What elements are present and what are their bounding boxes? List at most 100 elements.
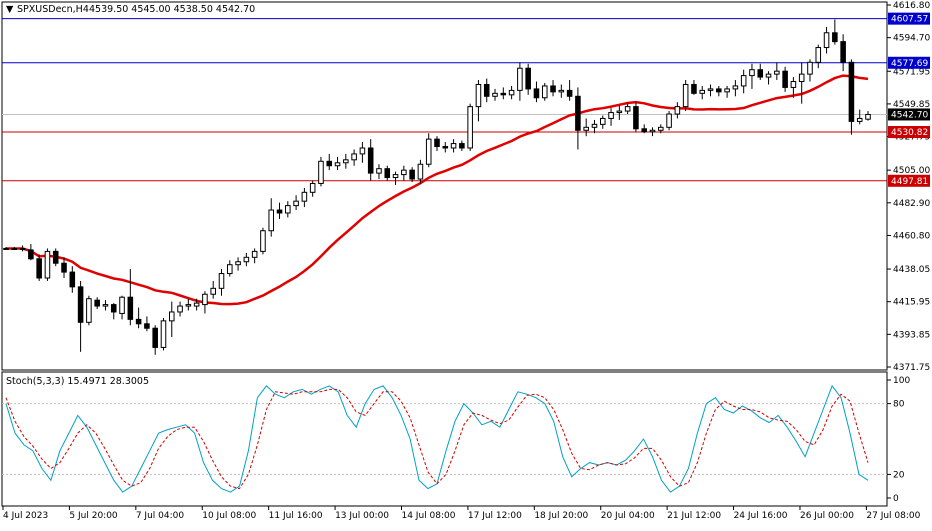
bearish-candle[interactable] xyxy=(367,147,374,174)
bullish-candle[interactable] xyxy=(790,81,797,88)
price-panel[interactable] xyxy=(1,1,888,371)
bullish-candle[interactable] xyxy=(343,159,349,164)
bullish-candle[interactable] xyxy=(517,67,523,91)
bearish-candle[interactable] xyxy=(94,299,100,307)
bullish-candle[interactable] xyxy=(218,273,225,289)
bullish-candle[interactable] xyxy=(359,147,366,155)
bullish-candle[interactable] xyxy=(699,89,706,94)
bullish-candle[interactable] xyxy=(11,247,18,250)
bullish-candle[interactable] xyxy=(450,143,457,149)
bullish-candle[interactable] xyxy=(160,320,167,348)
bullish-candle[interactable] xyxy=(541,85,548,99)
bullish-candle[interactable] xyxy=(508,89,515,96)
bearish-candle[interactable] xyxy=(566,89,573,97)
bearish-candle[interactable] xyxy=(384,168,391,179)
bearish-candle[interactable] xyxy=(326,160,333,167)
bearish-candle[interactable] xyxy=(848,61,855,122)
bullish-candle[interactable] xyxy=(202,293,208,306)
bearish-candle[interactable] xyxy=(533,88,540,99)
bearish-candle[interactable] xyxy=(757,69,764,78)
bearish-candle[interactable] xyxy=(409,169,415,180)
bullish-candle[interactable] xyxy=(599,117,606,125)
bullish-candle[interactable] xyxy=(351,153,357,161)
bullish-candle[interactable] xyxy=(649,129,656,133)
bearish-candle[interactable] xyxy=(840,41,846,63)
bullish-candle[interactable] xyxy=(260,230,266,252)
bearish-candle[interactable] xyxy=(575,95,581,131)
bearish-candle[interactable] xyxy=(77,286,84,323)
bullish-candle[interactable] xyxy=(119,296,125,314)
bullish-candle[interactable] xyxy=(749,69,755,77)
bullish-candle[interactable] xyxy=(293,200,299,207)
bearish-candle[interactable] xyxy=(28,249,34,260)
bullish-candle[interactable] xyxy=(658,126,664,131)
bullish-candle[interactable] xyxy=(376,168,382,174)
bullish-candle[interactable] xyxy=(102,304,109,307)
bullish-candle[interactable] xyxy=(707,88,714,91)
bullish-candle[interactable] xyxy=(765,73,772,78)
bearish-candle[interactable] xyxy=(782,70,788,88)
bearish-candle[interactable] xyxy=(525,67,531,90)
bullish-candle[interactable] xyxy=(193,302,200,307)
bearish-candle[interactable] xyxy=(691,83,697,94)
stoch-panel[interactable] xyxy=(1,371,888,507)
bullish-candle[interactable] xyxy=(583,126,589,131)
bearish-candle[interactable] xyxy=(135,318,142,325)
bullish-candle[interactable] xyxy=(210,287,216,295)
bearish-candle[interactable] xyxy=(500,92,507,96)
bearish-candle[interactable] xyxy=(52,250,59,264)
bearish-candle[interactable] xyxy=(550,85,556,93)
bearish-candle[interactable] xyxy=(61,262,67,273)
bullish-candle[interactable] xyxy=(608,112,614,119)
bearish-candle[interactable] xyxy=(276,209,283,214)
bearish-candle[interactable] xyxy=(641,128,647,133)
bullish-candle[interactable] xyxy=(624,106,631,112)
bullish-candle[interactable] xyxy=(301,191,308,202)
bullish-candle[interactable] xyxy=(666,113,672,128)
bullish-candle[interactable] xyxy=(243,256,250,263)
bullish-candle[interactable] xyxy=(417,163,424,180)
bullish-candle[interactable] xyxy=(168,311,175,322)
bearish-candle[interactable] xyxy=(152,327,158,348)
bullish-candle[interactable] xyxy=(674,106,681,115)
bullish-candle[interactable] xyxy=(268,209,275,232)
bullish-candle[interactable] xyxy=(401,169,407,176)
bullish-candle[interactable] xyxy=(235,261,241,266)
bullish-candle[interactable] xyxy=(591,123,598,128)
bearish-candle[interactable] xyxy=(69,271,76,288)
bearish-candle[interactable] xyxy=(144,323,150,329)
bullish-candle[interactable] xyxy=(558,89,565,93)
bullish-candle[interactable] xyxy=(227,264,233,275)
bullish-candle[interactable] xyxy=(807,61,813,75)
bullish-candle[interactable] xyxy=(724,88,730,93)
bullish-candle[interactable] xyxy=(251,250,258,258)
bearish-candle[interactable] xyxy=(434,138,440,148)
bullish-candle[interactable] xyxy=(318,160,324,184)
bearish-candle[interactable] xyxy=(110,304,117,313)
bullish-candle[interactable] xyxy=(823,32,830,49)
bullish-candle[interactable] xyxy=(798,73,805,83)
bullish-candle[interactable] xyxy=(334,162,341,167)
bullish-candle[interactable] xyxy=(865,113,871,120)
bearish-candle[interactable] xyxy=(127,296,134,320)
bullish-candle[interactable] xyxy=(732,85,739,90)
bullish-candle[interactable] xyxy=(815,47,822,63)
bullish-candle[interactable] xyxy=(309,182,316,193)
bearish-candle[interactable] xyxy=(36,258,42,279)
bullish-candle[interactable] xyxy=(682,83,689,108)
bullish-candle[interactable] xyxy=(616,110,623,114)
bullish-candle[interactable] xyxy=(740,75,747,87)
bullish-candle[interactable] xyxy=(774,70,780,75)
bearish-candle[interactable] xyxy=(716,88,722,93)
moving-average-line[interactable] xyxy=(6,74,869,306)
bullish-candle[interactable] xyxy=(856,117,863,122)
stoch-signal-line[interactable] xyxy=(5,388,869,490)
bullish-candle[interactable] xyxy=(44,250,51,279)
bullish-candle[interactable] xyxy=(392,174,399,179)
bearish-candle[interactable] xyxy=(459,143,465,149)
bullish-candle[interactable] xyxy=(86,298,92,323)
bearish-candle[interactable] xyxy=(483,83,490,97)
bullish-candle[interactable] xyxy=(19,247,26,250)
bullish-candle[interactable] xyxy=(492,92,498,97)
